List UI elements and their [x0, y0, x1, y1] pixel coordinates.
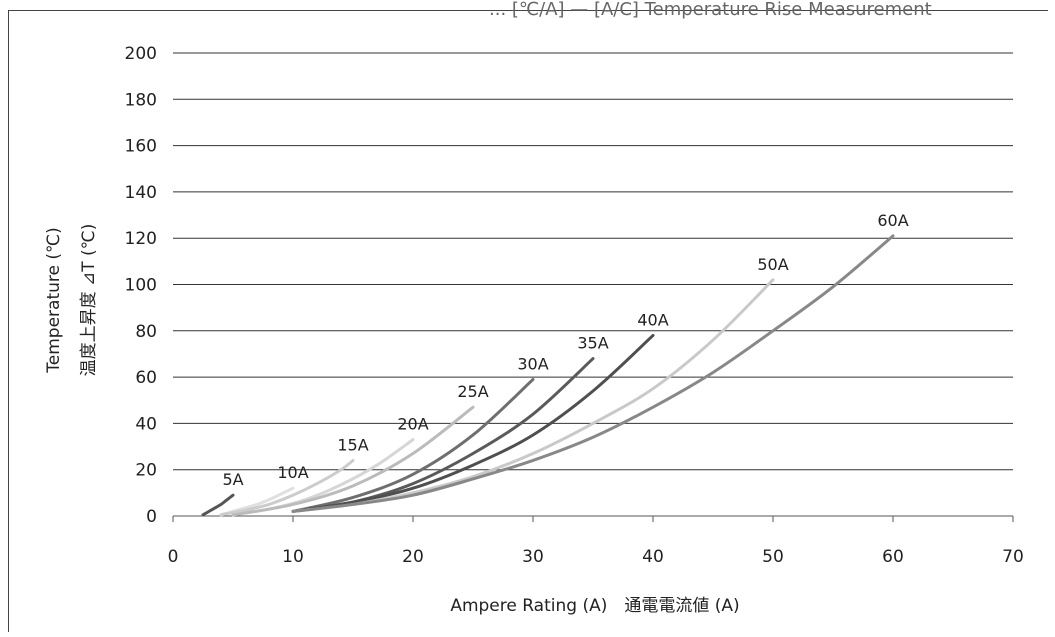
- y-tick-label: 80: [135, 322, 157, 342]
- series-label-10a: 10A: [277, 463, 308, 482]
- series-labels: 5A 10A 15A 20A 25A 30A 35A 40A 50A 60A: [222, 211, 908, 489]
- y-axis: 0 20 40 60 80 100 120 140 160 180 200: [125, 44, 157, 527]
- x-tick-label: 40: [642, 547, 664, 567]
- y-tick-label: 180: [125, 90, 157, 110]
- y-tick-label: 200: [125, 44, 157, 64]
- series-label-50a: 50A: [757, 255, 788, 274]
- series-line-15a: [219, 458, 355, 517]
- series-label-15a: 15A: [337, 435, 368, 454]
- x-tick-label: 50: [762, 547, 784, 567]
- x-tick-label: 0: [168, 547, 179, 567]
- x-tick-label: 10: [282, 547, 304, 567]
- chart-title: ... [℃/A] — [A/C] Temperature Rise Measu…: [489, 0, 932, 20]
- y-tick-label: 20: [135, 461, 157, 481]
- y-tick-label: 60: [135, 368, 157, 388]
- series-label-30a: 30A: [517, 354, 548, 373]
- y-tick-label: 40: [135, 414, 157, 434]
- x-tick-label: 20: [402, 547, 424, 567]
- series-label-25a: 25A: [457, 382, 488, 401]
- series-lines: [201, 234, 895, 517]
- series-label-20a: 20A: [397, 415, 428, 434]
- series-label-40a: 40A: [637, 310, 668, 329]
- y-axis-label-en: Temperature (℃): [44, 227, 64, 373]
- x-axis: 0 10 20 30 40 50 60 70: [168, 516, 1024, 567]
- chart-frame: ... [℃/A] — [A/C] Temperature Rise Measu…: [8, 0, 1048, 632]
- x-axis-label: Ampere Rating (A) 通電電流値 (A): [450, 596, 739, 616]
- x-tick-label: 70: [1002, 547, 1024, 567]
- series-label-5a: 5A: [222, 470, 243, 489]
- series-line-30a: [291, 377, 535, 513]
- series-label-60a: 60A: [877, 211, 908, 230]
- y-tick-label: 140: [125, 183, 157, 203]
- series-line-50a: [291, 278, 775, 513]
- series-line-5a: [201, 493, 235, 517]
- y-tick-label: 120: [125, 229, 157, 249]
- y-axis-label-jp: 温度上昇度 ⊿T (℃): [79, 224, 99, 377]
- x-tick-label: 30: [522, 547, 544, 567]
- series-line-40a: [291, 333, 655, 513]
- series-line-60a: [291, 234, 895, 513]
- x-tick-label: 60: [882, 547, 904, 567]
- y-tick-label: 160: [125, 137, 157, 157]
- series-label-35a: 35A: [577, 334, 608, 353]
- y-tick-label: 100: [125, 276, 157, 296]
- y-tick-label: 0: [146, 507, 157, 527]
- series-line-25a: [231, 405, 475, 517]
- grid-lines: [173, 52, 1013, 517]
